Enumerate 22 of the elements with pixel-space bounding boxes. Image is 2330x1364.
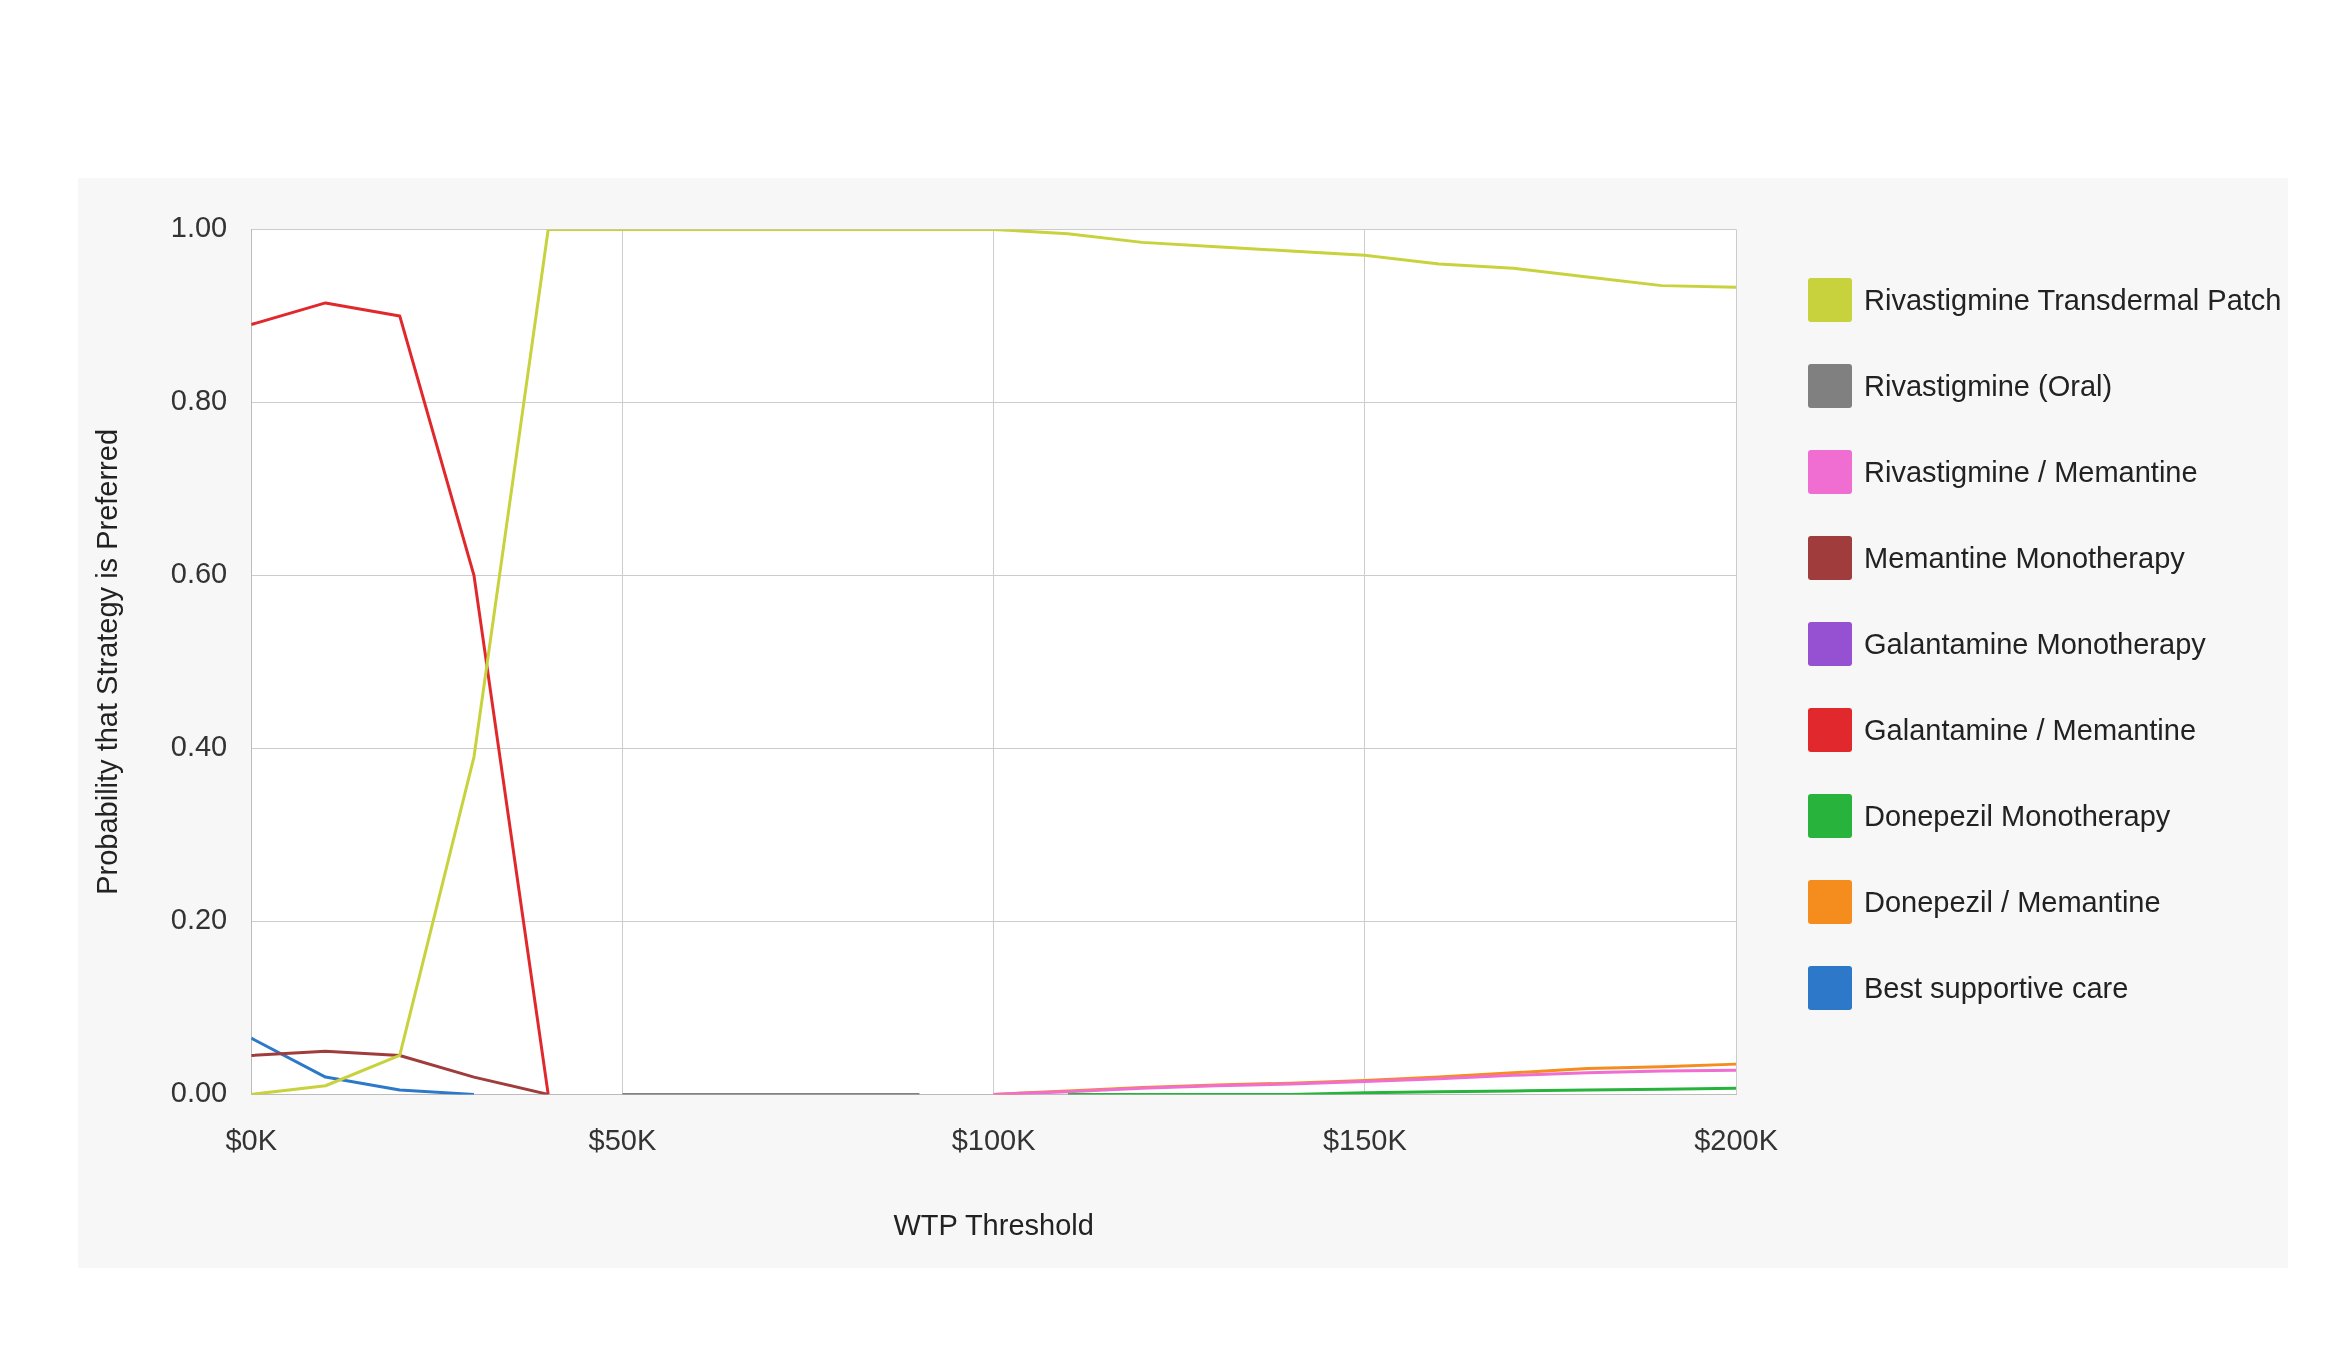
legend-label: Galantamine / Memantine [1864,713,2197,747]
y-tick-label: 0.60 [170,557,228,590]
legend-label: Memantine Monotherapy [1864,541,2185,575]
x-tick-label: $150K [1322,1123,1408,1156]
y-tick-label: 0.80 [170,384,228,417]
legend-label: Donepezil / Memantine [1864,885,2161,919]
x-tick-label: $200K [1694,1123,1779,1156]
legend-label: Galantamine Monotherapy [1864,627,2206,661]
legend-label: Donepezil Monotherapy [1864,799,2171,833]
y-tick-label: 0.20 [170,903,228,936]
y-tick-label: 0.00 [170,1076,228,1109]
legend-label: Rivastigmine (Oral) [1864,369,2113,403]
y-axis-title: Probability that Strategy is Preferred [91,428,124,895]
legend-label: Rivastigmine / Memantine [1864,455,2198,489]
x-axis-title: WTP Threshold [893,1208,1094,1241]
y-tick-label: 0.40 [170,730,228,763]
x-tick-label: $0K [225,1123,278,1156]
x-tick-label: $100K [951,1123,1037,1156]
legend-label: Best supportive care [1864,971,2129,1005]
x-tick-label: $50K [588,1123,657,1156]
legend-label: Rivastigmine Transdermal Patch [1864,283,2282,317]
y-tick-label: 1.00 [170,211,228,244]
